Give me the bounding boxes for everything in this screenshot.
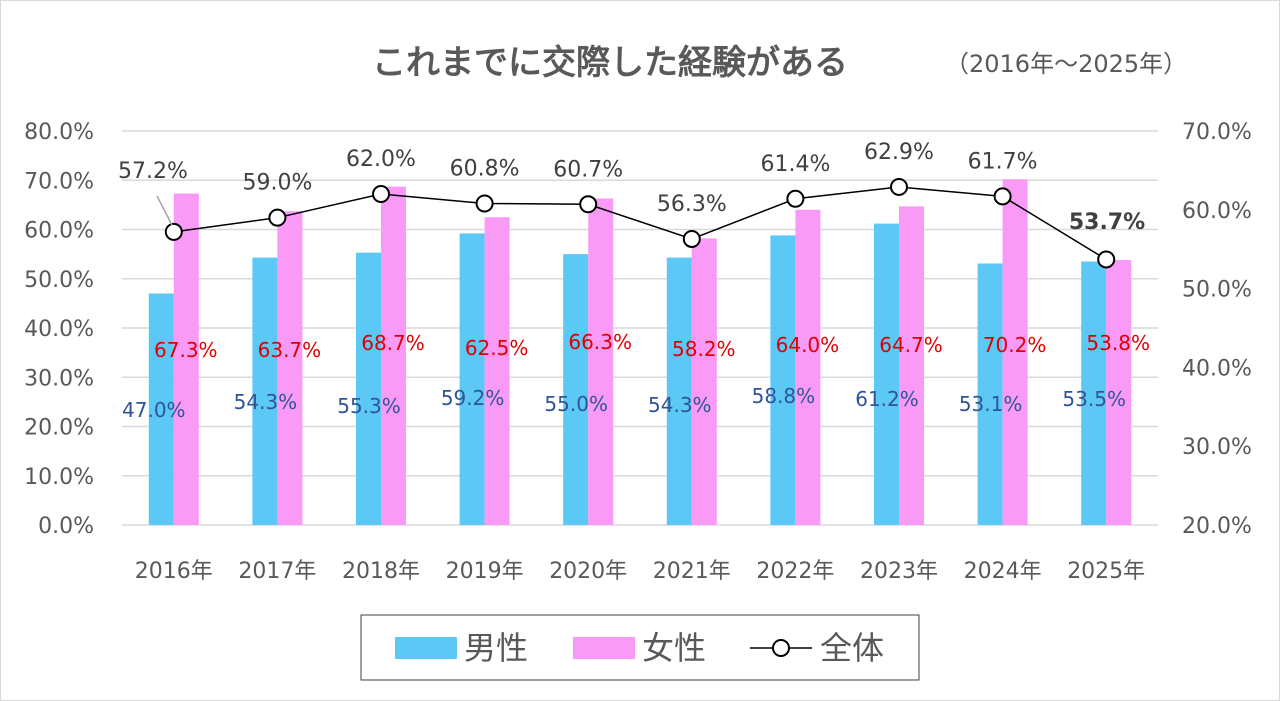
bar-female: [899, 206, 924, 526]
bar-male: [874, 223, 899, 525]
bar-female: [277, 211, 303, 525]
data-label-female: 62.5%: [465, 336, 529, 360]
marker-total: [682, 229, 701, 248]
data-label-male: 59.2%: [441, 386, 505, 410]
bar-male: [666, 257, 692, 525]
leader-line: [156, 195, 173, 226]
data-label-male: 53.1%: [959, 392, 1023, 416]
right-axis-tick-label: 70.0%: [1182, 120, 1252, 145]
x-axis-tick-label: 2018年: [342, 559, 420, 584]
data-label-female: 70.2%: [983, 333, 1047, 357]
data-label-female: 64.0%: [776, 333, 840, 357]
legend-swatch-female: [573, 637, 635, 659]
data-label-total: 60.8%: [450, 156, 520, 181]
left-axis-tick-label: 50.0%: [24, 268, 94, 293]
data-label-male: 55.3%: [337, 394, 401, 418]
marker-total: [579, 195, 598, 214]
left-axis-tick-label: 70.0%: [24, 169, 94, 194]
left-axis-tick-label: 80.0%: [24, 120, 94, 145]
x-axis-tick-label: 2019年: [446, 559, 524, 584]
legend-swatch-male: [395, 637, 457, 659]
legend: 男性 女性 全体: [360, 614, 920, 681]
data-label-total: 61.7%: [968, 149, 1038, 174]
left-axis-tick-label: 60.0%: [24, 219, 94, 244]
bar-male: [770, 235, 796, 525]
x-axis-tick-label: 2017年: [238, 559, 316, 584]
bar-female: [381, 186, 406, 525]
bar-male: [977, 263, 1003, 525]
right-axis-tick-label: 40.0%: [1182, 356, 1252, 381]
bar-male: [252, 257, 278, 525]
marker-total: [475, 194, 494, 213]
legend-swatch-total-marker: [772, 639, 790, 657]
legend-label-male: 男性: [464, 629, 528, 667]
data-label-female: 53.8%: [1086, 331, 1150, 355]
data-label-female: 64.7%: [879, 333, 943, 357]
data-label-total: 62.9%: [864, 140, 934, 165]
left-axis-tick-label: 30.0%: [24, 366, 94, 391]
left-axis-tick-label: 40.0%: [24, 317, 94, 342]
data-label-female: 67.3%: [154, 338, 218, 362]
marker-total: [890, 177, 908, 196]
left-axis-tick-label: 10.0%: [24, 465, 94, 490]
chart-title: これまでに交際した経験がある: [372, 43, 848, 83]
left-axis-tick-label: 20.0%: [24, 416, 94, 441]
line-total: [173, 186, 1107, 261]
bar-female: [588, 198, 614, 525]
x-axis-tick-label: 2023年: [860, 559, 938, 584]
data-label-male: 54.3%: [648, 393, 712, 417]
marker-total: [164, 222, 183, 241]
data-label-male: 58.8%: [752, 384, 816, 408]
data-label-female: 63.7%: [258, 338, 322, 362]
marker-total: [1097, 250, 1116, 269]
marker-total: [786, 189, 805, 208]
bar-female: [691, 238, 717, 526]
right-axis-tick-label: 60.0%: [1182, 199, 1252, 224]
legend-label-female: 女性: [642, 629, 706, 667]
right-axis-tick-label: 20.0%: [1182, 514, 1252, 539]
legend-label-total: 全体: [820, 629, 884, 667]
bar-male: [563, 254, 589, 525]
bar-male: [148, 293, 174, 525]
bar-male: [1081, 261, 1107, 525]
data-label-total: 61.4%: [760, 152, 830, 177]
data-label-female: 68.7%: [361, 331, 425, 355]
data-label-total: 53.7%: [1069, 210, 1145, 235]
x-axis-tick-label: 2022年: [756, 559, 834, 584]
data-label-total: 57.2%: [118, 159, 188, 184]
bar-female: [484, 217, 510, 525]
bar-female: [1106, 260, 1132, 525]
data-label-male: 53.5%: [1062, 387, 1126, 411]
data-label-female: 58.2%: [672, 337, 736, 361]
right-axis-tick-label: 50.0%: [1182, 278, 1252, 303]
x-axis-tick-label: 2020年: [549, 559, 627, 584]
data-label-male: 54.3%: [234, 390, 298, 414]
bar-female: [173, 193, 199, 526]
x-axis-tick-label: 2021年: [653, 559, 731, 584]
x-axis-tick-label: 2025年: [1067, 559, 1145, 584]
marker-total: [993, 187, 1012, 206]
data-label-total: 60.7%: [553, 157, 623, 182]
marker-total: [372, 185, 390, 204]
data-label-male: 55.0%: [544, 392, 608, 416]
data-label-male: 61.2%: [855, 387, 919, 411]
data-label-female: 66.3%: [568, 330, 632, 354]
data-label-total: 56.3%: [657, 192, 727, 217]
data-label-male: 47.0%: [122, 398, 186, 422]
bar-male: [356, 252, 381, 525]
chart-subtitle: （2016年～2025年）: [945, 50, 1187, 78]
bar-female: [795, 209, 821, 526]
marker-total: [268, 208, 287, 227]
x-axis-tick-label: 2024年: [964, 559, 1042, 584]
data-label-total: 59.0%: [242, 171, 312, 196]
bar-male: [459, 233, 485, 525]
right-axis-tick-label: 30.0%: [1182, 435, 1252, 460]
bar-female: [1002, 179, 1028, 525]
data-label-total: 62.0%: [346, 147, 416, 172]
x-axis-tick-label: 2016年: [135, 559, 213, 584]
left-axis-tick-label: 0.0%: [38, 514, 94, 539]
